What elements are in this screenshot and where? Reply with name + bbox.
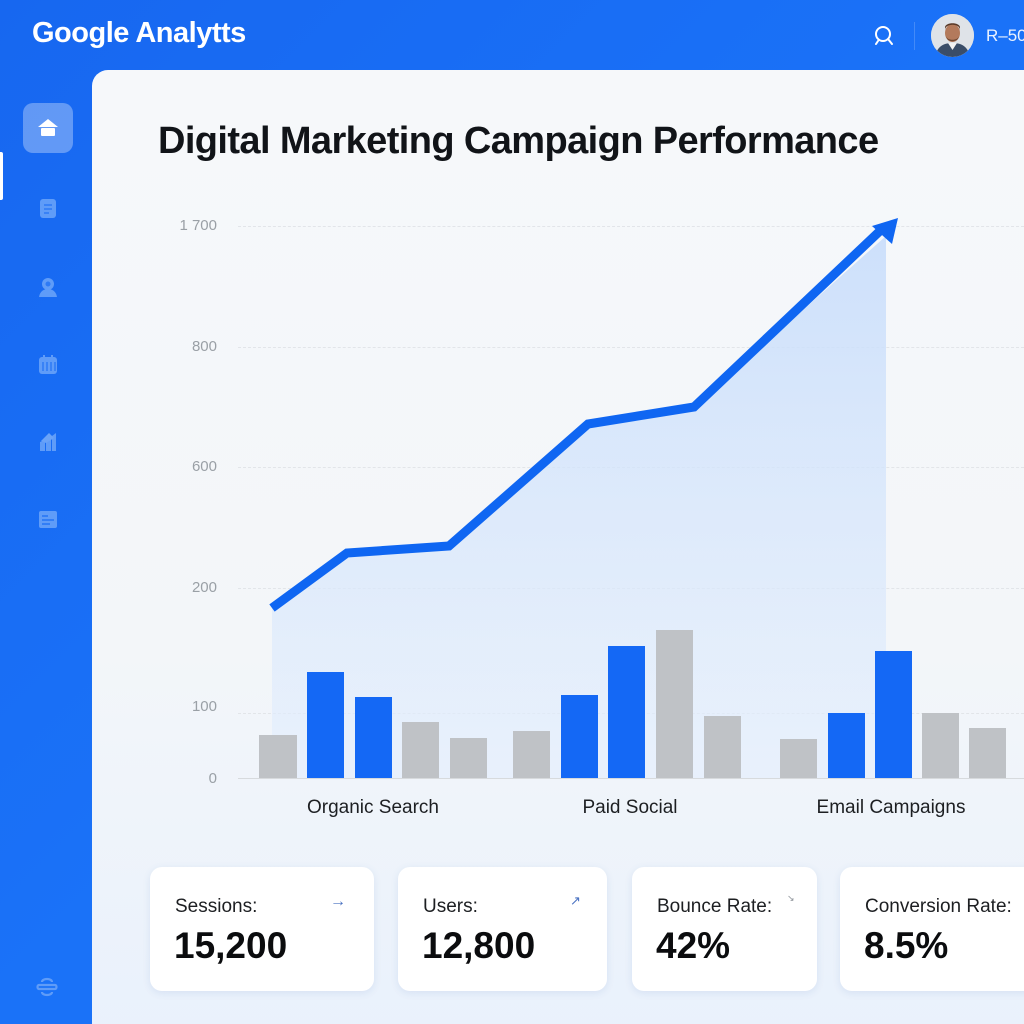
metric-value: 15,200	[174, 925, 288, 966]
bar-organic-4[interactable]	[402, 722, 439, 778]
metric-value: 42%	[656, 925, 731, 966]
home-icon	[38, 119, 58, 136]
gridline	[238, 226, 1024, 227]
sidebar-item-behavior[interactable]	[23, 416, 73, 466]
metric-value: 8.5%	[864, 925, 949, 966]
chart-shapes-icon	[40, 433, 56, 451]
trend-line	[269, 225, 886, 612]
settings-link-icon	[36, 977, 58, 997]
user-icon	[39, 278, 57, 297]
x-category-label: Organic Search	[306, 797, 440, 818]
bar-organic-1[interactable]	[259, 735, 297, 778]
metric-card-users[interactable]: Users: ↗ 12,800	[398, 867, 607, 991]
metric-label: Users:	[423, 896, 478, 917]
sidebar-item-conversions[interactable]	[23, 494, 73, 544]
sidebar	[0, 70, 92, 1024]
bar-paid-2[interactable]	[561, 695, 598, 778]
sidebar-item-acquisition[interactable]	[23, 340, 73, 390]
search-icon	[875, 26, 893, 45]
sidebar-item-audience[interactable]	[23, 262, 73, 312]
x-axis-baseline	[238, 778, 1024, 779]
bar-email-1[interactable]	[780, 739, 817, 778]
bar-paid-4[interactable]	[656, 630, 693, 778]
bar-email-2[interactable]	[828, 713, 865, 778]
metric-card-bounce-rate[interactable]: Bounce Rate: ↘ 42%	[632, 867, 817, 991]
y-tick-label: 1 700	[179, 217, 217, 234]
x-category-label: Paid Social	[582, 797, 678, 818]
bar-organic-5[interactable]	[450, 738, 487, 778]
metric-value: 12,800	[422, 925, 536, 966]
bar-paid-1[interactable]	[513, 731, 550, 778]
arrow-down-right-icon: ↘	[787, 893, 795, 903]
bar-organic-3[interactable]	[355, 697, 392, 778]
metric-label: Conversion Rate:	[865, 896, 1012, 917]
gridline	[238, 347, 1024, 348]
metric-label: Sessions:	[175, 896, 258, 917]
metric-card-conversion-rate[interactable]: Conversion Rate: 8.5%	[840, 867, 1024, 991]
bar-email-4[interactable]	[922, 713, 959, 778]
metric-card-sessions[interactable]: Sessions: → 15,200	[150, 867, 374, 991]
page-title: Digital Marketing Campaign Performance	[158, 120, 879, 162]
calendar-grid-icon	[39, 355, 57, 374]
app-brand: Google Analytts	[32, 17, 246, 49]
y-tick-label: 600	[191, 458, 217, 475]
sidebar-footer-button[interactable]	[34, 974, 60, 1000]
arrow-up-icon	[872, 218, 898, 244]
sidebar-item-home[interactable]	[23, 103, 73, 153]
bar-organic-2[interactable]	[307, 672, 344, 778]
top-bar: Google Analytts R–50	[0, 0, 1024, 70]
avatar[interactable]	[931, 14, 974, 57]
user-label[interactable]: R–50	[986, 26, 1024, 45]
bar-paid-5[interactable]	[704, 716, 741, 778]
bar-email-5[interactable]	[969, 728, 1006, 778]
bar-email-3[interactable]	[875, 651, 912, 778]
document-list-icon	[40, 199, 56, 218]
arrow-right-icon: →	[330, 893, 346, 910]
bar-paid-3[interactable]	[608, 646, 645, 778]
user-photo-icon	[931, 14, 974, 57]
metric-label: Bounce Rate:	[657, 896, 773, 917]
y-tick-label: 0	[208, 770, 217, 787]
dashboard-card-icon	[39, 511, 57, 528]
sidebar-item-reports[interactable]	[23, 183, 73, 233]
y-tick-label: 200	[191, 579, 217, 596]
trend-area	[272, 236, 886, 778]
topbar-divider	[914, 22, 915, 50]
search-button[interactable]	[872, 24, 896, 48]
arrow-up-right-icon: ↗	[570, 893, 581, 908]
active-indicator	[0, 152, 3, 200]
x-category-label: Email Campaigns	[816, 797, 966, 818]
y-tick-label: 100	[191, 698, 217, 715]
y-tick-label: 800	[191, 338, 217, 355]
